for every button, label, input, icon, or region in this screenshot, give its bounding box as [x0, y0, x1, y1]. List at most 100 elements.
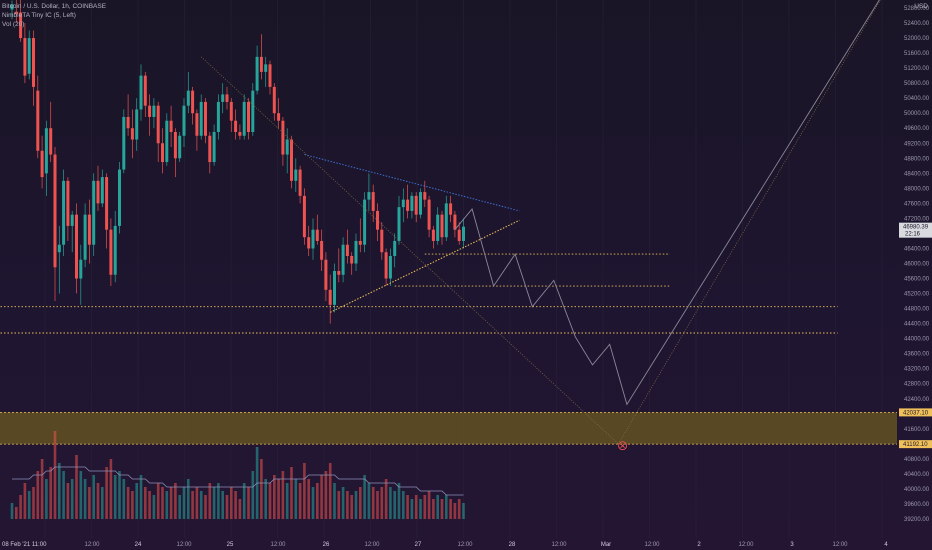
y-tick-label: 47600.00 — [904, 201, 930, 207]
candle — [414, 195, 418, 215]
candle — [255, 56, 259, 91]
volume-bar — [70, 479, 74, 519]
candle — [281, 120, 285, 155]
volume-bar — [427, 491, 431, 519]
candle — [87, 214, 91, 245]
x-tick-label: 12:00 — [551, 542, 567, 548]
candle — [139, 75, 143, 110]
candle — [14, 11, 18, 14]
volume-bar — [75, 455, 78, 519]
current-price-value: 46980.39 — [903, 225, 929, 231]
volume-bar — [457, 499, 461, 519]
candle — [105, 177, 109, 230]
level-tag — [899, 440, 932, 449]
candle — [285, 139, 289, 155]
chart-legend: Bitcoin / U.S. Dollar, 1h, COINBASE Nimb… — [2, 2, 106, 29]
x-tick-label: 26 — [323, 542, 330, 548]
y-tick-label: 47200.00 — [904, 216, 930, 222]
candle — [62, 180, 66, 245]
volume-bar — [397, 483, 401, 519]
volume-bar — [217, 483, 220, 519]
volume-bar — [333, 483, 336, 519]
y-tick-label: 44800.00 — [904, 307, 930, 313]
candle — [371, 192, 375, 211]
candle — [126, 116, 130, 129]
candle-layer — [10, 0, 465, 324]
candle — [216, 101, 220, 132]
candle — [462, 226, 465, 241]
candle — [195, 113, 199, 136]
candle — [423, 192, 427, 200]
volume-bar — [268, 483, 272, 519]
volume-bar — [178, 495, 181, 519]
y-tick-label: 40800.00 — [904, 457, 930, 463]
currency-label[interactable]: USD — [914, 3, 928, 10]
volume-bar — [58, 463, 61, 519]
volume-bar — [341, 487, 345, 519]
wedge-upper-line — [304, 154, 520, 212]
x-tick-label: 12:00 — [84, 542, 100, 548]
volume-bar — [303, 463, 306, 519]
candle — [173, 131, 177, 159]
y-tick-label: 43600.00 — [904, 352, 930, 358]
candle — [311, 229, 315, 249]
candle — [315, 229, 319, 241]
volume-bar — [316, 483, 319, 519]
y-tick-label: 44000.00 — [904, 337, 930, 343]
volume-bar — [346, 491, 349, 519]
candle — [397, 207, 401, 241]
y-tick-label: 40000.00 — [904, 487, 930, 493]
volume-bar — [19, 495, 22, 519]
volume-bar — [169, 487, 173, 519]
volume-bar — [320, 475, 323, 519]
candle — [298, 169, 302, 196]
candle — [75, 214, 78, 279]
candle — [79, 259, 83, 279]
candle — [277, 113, 281, 121]
volume-bar — [230, 487, 233, 519]
y-tick-label: 50400.00 — [904, 96, 930, 102]
volume-bar — [204, 495, 207, 519]
target-marker-cross — [620, 443, 625, 449]
candle — [358, 240, 362, 245]
candle — [204, 101, 207, 136]
candle — [345, 244, 349, 256]
volume-bar — [328, 463, 332, 519]
volume-bar — [380, 487, 384, 519]
candle — [436, 214, 440, 241]
volume-indicator-label[interactable]: Vol (20) — [2, 21, 25, 28]
candle — [268, 64, 272, 87]
x-tick-label: 12:00 — [270, 542, 286, 548]
volume-bar — [384, 479, 388, 519]
candle — [36, 90, 40, 151]
y-tick-label: 41600.00 — [904, 427, 930, 433]
y-tick-label: 49200.00 — [904, 141, 930, 147]
candle — [169, 120, 173, 132]
grid-layer — [44, 0, 883, 538]
volume-bar — [221, 491, 224, 519]
symbol-label[interactable]: Bitcoin / U.S. Dollar, 1h, COINBASE — [2, 3, 107, 10]
candle — [272, 86, 276, 114]
x-tick-label: 08 Feb '21 11:00 — [2, 542, 47, 548]
x-tick-label: 12:00 — [176, 542, 192, 548]
volume-bar — [122, 479, 126, 519]
volume-bar — [109, 459, 113, 519]
projection-path — [454, 0, 880, 406]
x-tick-label: 24 — [135, 542, 142, 548]
candle — [221, 94, 225, 102]
indicator-label[interactable]: NimbleTA Tiny IC (5, Left) — [2, 12, 76, 19]
y-tick-label: 52800.00 — [904, 6, 930, 12]
x-tick-label: 12:00 — [364, 542, 380, 548]
current-price-countdown: 22:16 — [905, 232, 921, 238]
volume-bar — [371, 487, 375, 519]
y-tick-label: 40400.00 — [904, 472, 930, 478]
candle — [354, 240, 358, 264]
candle — [208, 135, 212, 163]
volume-bar — [208, 483, 212, 519]
candle — [324, 259, 328, 290]
candle — [109, 229, 113, 275]
x-tick-label: 25 — [227, 542, 234, 548]
candle — [302, 195, 306, 238]
